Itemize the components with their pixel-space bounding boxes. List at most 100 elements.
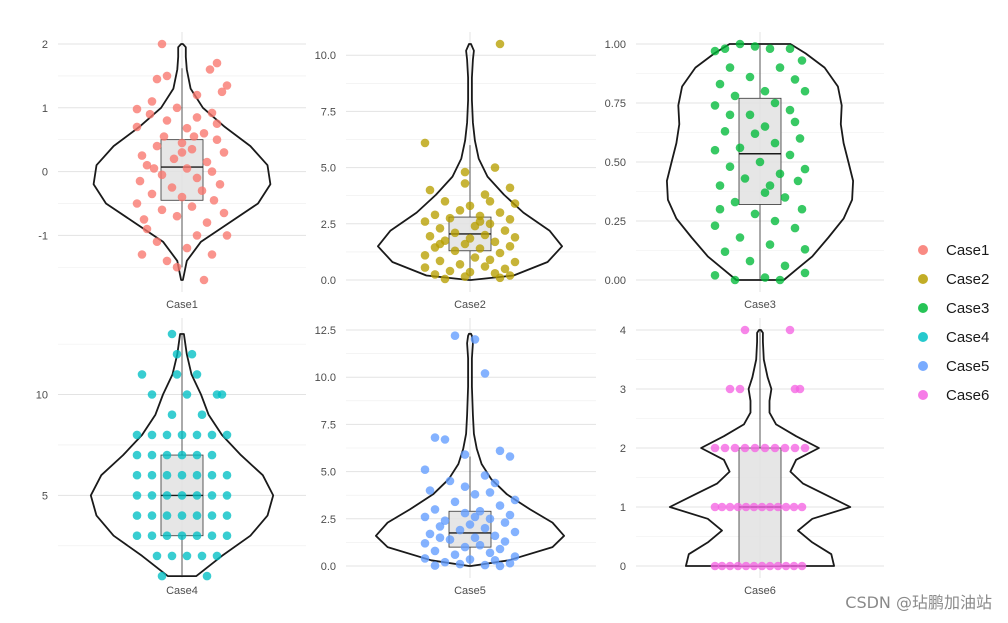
data-point [215, 180, 225, 189]
data-points [420, 39, 520, 284]
data-point [715, 79, 725, 89]
violin-outline [89, 333, 275, 577]
data-point [192, 90, 202, 100]
data-point [775, 169, 785, 179]
data-point [162, 470, 172, 480]
data-point [157, 205, 167, 215]
data-point [455, 206, 465, 215]
data-point [219, 208, 229, 218]
data-point [420, 251, 430, 260]
data-point [800, 268, 810, 278]
legend-swatch [918, 390, 928, 400]
data-point [219, 148, 229, 157]
y-tick-label: 0 [42, 167, 48, 179]
data-point [172, 103, 182, 113]
data-point [710, 443, 720, 453]
data-point [147, 430, 157, 440]
data-point [490, 478, 500, 488]
data-point [222, 430, 232, 440]
y-tick-label: 5 [42, 490, 48, 502]
data-point [192, 370, 202, 379]
x-category-label: Case5 [454, 585, 486, 597]
data-point [760, 188, 770, 197]
data-point [775, 275, 785, 285]
data-point [797, 502, 807, 512]
data-point [142, 224, 152, 234]
data-point [717, 561, 727, 571]
data-point [445, 266, 455, 276]
legend-label: Case1 [946, 242, 989, 259]
data-point [485, 197, 495, 206]
data-point [197, 186, 207, 195]
data-point [455, 260, 465, 269]
data-point [725, 63, 735, 72]
data-point [490, 163, 500, 172]
data-point [770, 216, 780, 226]
data-point [725, 110, 735, 120]
data-point [733, 502, 743, 512]
data-point [147, 390, 157, 399]
data-point [725, 502, 735, 512]
data-point [177, 450, 187, 460]
data-point [450, 228, 460, 238]
data-point [800, 443, 810, 453]
data-point [715, 181, 725, 190]
legend-swatch [918, 245, 928, 255]
box-iqr [738, 97, 782, 205]
data-point [172, 211, 182, 221]
legend-label: Case6 [946, 387, 989, 404]
data-point [780, 443, 790, 453]
y-tick-label: 12.5 [315, 325, 336, 337]
y-tick-label: 1.00 [605, 39, 626, 51]
data-point [465, 555, 475, 564]
data-point [480, 369, 490, 378]
data-point [480, 560, 490, 570]
data-point [717, 502, 727, 512]
data-point [157, 571, 167, 581]
facet-panels: -1012Case10.02.55.07.510.0Case20.000.250… [36, 32, 884, 597]
data-point [445, 535, 455, 544]
data-points [420, 331, 520, 571]
data-point [420, 554, 430, 563]
data-point [475, 506, 485, 516]
panel-case2: 0.0 2.5 5.0 7.5 10.0 Case2 [315, 32, 596, 311]
data-point [800, 164, 810, 174]
data-point [470, 512, 480, 522]
data-point [505, 183, 515, 193]
data-point [202, 218, 212, 227]
panel-case6: 0 1 2 3 4 Case6 [620, 318, 884, 597]
data-point [790, 223, 800, 233]
y-tick-label: 0.75 [605, 98, 626, 110]
y-tick-label: 10.0 [315, 372, 336, 384]
data-point [495, 248, 505, 258]
data-point [132, 104, 142, 114]
data-point [510, 233, 520, 242]
y-tick-label: 2.5 [321, 514, 336, 526]
data-point [470, 533, 480, 542]
data-point [750, 443, 760, 453]
data-point [435, 533, 445, 542]
data-point [430, 270, 440, 279]
x-category-label: Case1 [166, 299, 198, 311]
data-point [765, 502, 775, 512]
legend-item-case5: Case5 [918, 358, 989, 375]
legend-item-case1: Case1 [918, 242, 989, 259]
data-point [465, 201, 475, 211]
data-point [430, 561, 440, 570]
legend-swatch [918, 332, 928, 342]
data-point [800, 245, 810, 254]
data-point [137, 151, 147, 160]
data-point [749, 502, 759, 512]
data-point [780, 193, 790, 202]
data-point [785, 150, 795, 160]
data-point [770, 443, 780, 453]
data-point [420, 512, 430, 522]
data-point [797, 56, 807, 65]
data-points [132, 39, 232, 285]
data-point [495, 273, 505, 283]
data-point [192, 531, 202, 540]
data-point [510, 257, 520, 267]
data-point [430, 546, 440, 556]
legend-swatch [918, 303, 928, 313]
data-point [425, 185, 435, 195]
